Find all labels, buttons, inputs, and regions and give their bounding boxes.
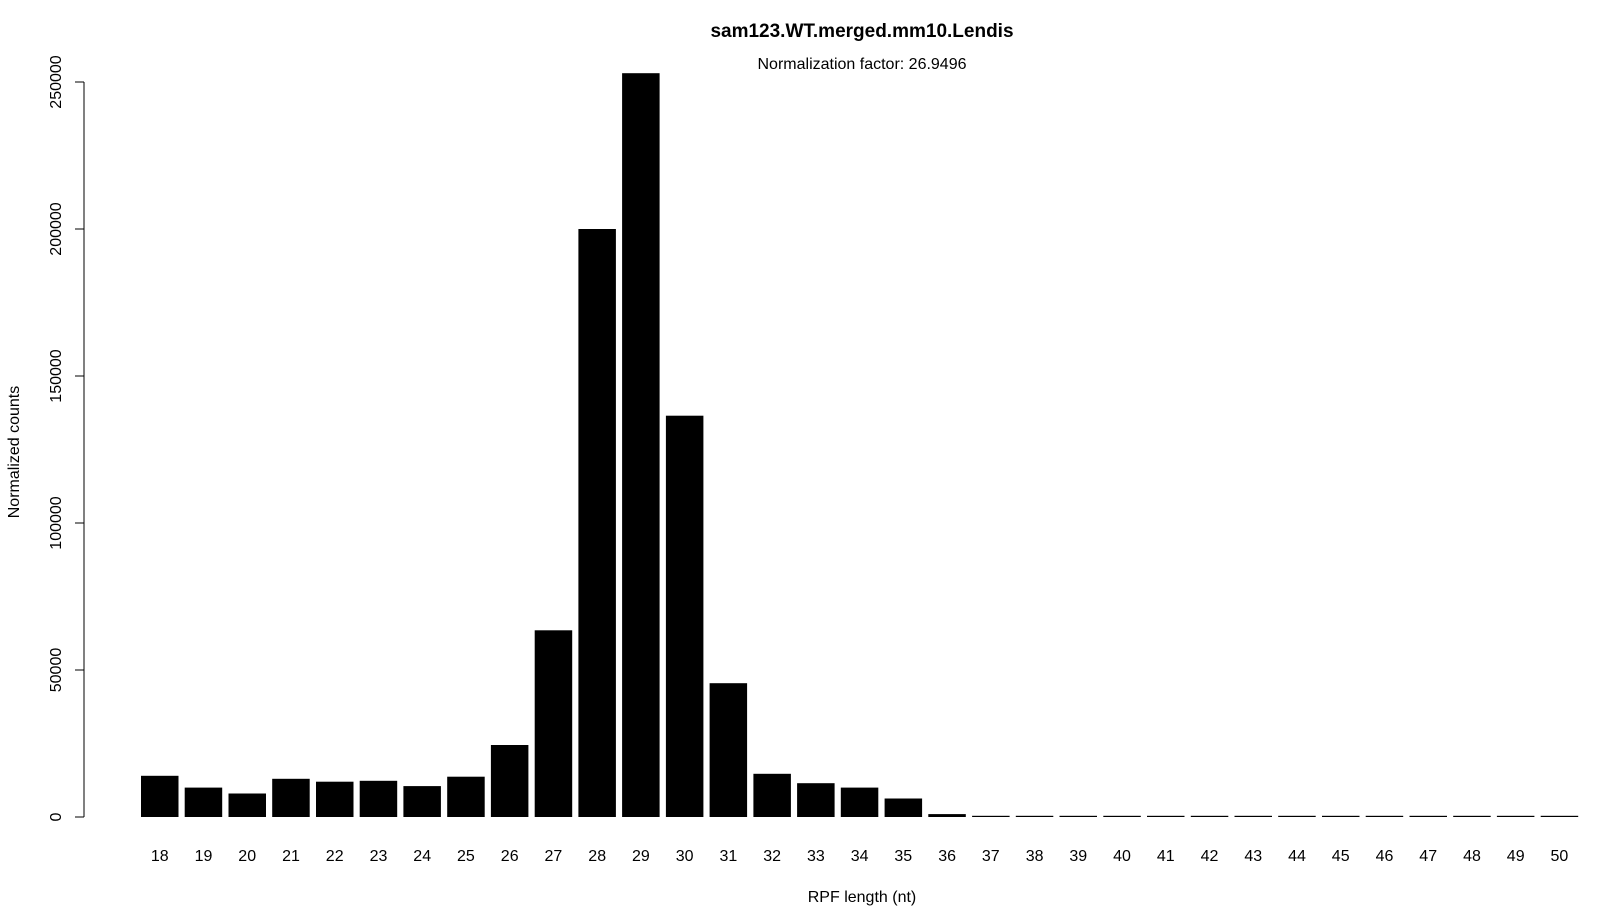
bar-27 — [534, 630, 573, 817]
x-tick-label: 20 — [238, 848, 256, 865]
x-tick-label: 43 — [1244, 848, 1262, 865]
bar-36 — [928, 814, 966, 817]
y-tick-label: 200000 — [48, 202, 65, 255]
x-tick-label: 27 — [545, 848, 563, 865]
bar-37 — [972, 815, 1010, 817]
bar-48 — [1453, 815, 1491, 817]
x-tick-label: 49 — [1507, 848, 1525, 865]
chart-title: sam123.WT.merged.mm10.Lendis — [710, 21, 1013, 42]
bar-30 — [665, 415, 704, 817]
y-tick-label: 100000 — [48, 496, 65, 549]
x-tick-label: 18 — [151, 848, 169, 865]
bar-38 — [1015, 815, 1054, 817]
x-tick-label: 36 — [938, 848, 956, 865]
x-axis-tick-labels: 18 19 20 21 22 23 24 25 26 27 28 29 30 31 32 33 34 35 36 37… — [151, 848, 1568, 865]
x-tick-label: 37 — [982, 848, 1000, 865]
x-tick-label: 28 — [588, 848, 606, 865]
y-tick-label: 150000 — [48, 349, 65, 402]
x-tick-label: 31 — [720, 848, 738, 865]
x-tick-label: 22 — [326, 848, 344, 865]
y-axis-label: Normalized counts — [6, 386, 23, 519]
bar-28 — [578, 229, 616, 817]
x-tick-label: 46 — [1376, 848, 1394, 865]
bar-31 — [709, 683, 748, 817]
x-tick-label: 26 — [501, 848, 519, 865]
x-tick-label: 32 — [763, 848, 781, 865]
x-tick-label: 47 — [1419, 848, 1437, 865]
bar-20 — [228, 793, 266, 817]
bar-47 — [1409, 815, 1447, 817]
bar-42 — [1190, 815, 1229, 817]
bar-46 — [1365, 815, 1404, 817]
x-tick-label: 24 — [413, 848, 431, 865]
x-axis-label: RPF length (nt) — [808, 889, 916, 906]
x-tick-label: 35 — [894, 848, 912, 865]
x-tick-label: 44 — [1288, 848, 1306, 865]
y-tick-label: 0 — [48, 812, 65, 821]
x-tick-label: 40 — [1113, 848, 1131, 865]
x-tick-label: 30 — [676, 848, 694, 865]
y-tick-label: 50000 — [48, 648, 65, 693]
y-axis: 0 50000 100000 150000 200000 250000 — [48, 55, 85, 821]
bar-21 — [272, 778, 310, 817]
bar-35 — [884, 798, 923, 817]
chart-subtitle: Normalization factor: 26.9496 — [758, 56, 967, 73]
bar-43 — [1234, 815, 1272, 817]
x-tick-label: 42 — [1201, 848, 1219, 865]
bar-50 — [1540, 815, 1579, 817]
x-tick-label: 19 — [195, 848, 213, 865]
x-tick-label: 50 — [1551, 848, 1569, 865]
bar-44 — [1278, 815, 1316, 817]
x-tick-label: 25 — [457, 848, 475, 865]
x-tick-label: 45 — [1332, 848, 1350, 865]
bars — [141, 73, 1579, 817]
x-tick-label: 29 — [632, 848, 650, 865]
bar-32 — [753, 773, 791, 817]
x-tick-label: 21 — [282, 848, 300, 865]
bar-26 — [490, 745, 529, 817]
bar-24 — [403, 786, 441, 817]
bar-18 — [141, 775, 179, 817]
bar-33 — [797, 783, 835, 817]
x-tick-label: 33 — [807, 848, 825, 865]
bar-39 — [1059, 815, 1097, 817]
bar-23 — [359, 780, 398, 817]
bar-41 — [1147, 815, 1185, 817]
bar-22 — [316, 781, 354, 817]
bar-45 — [1322, 815, 1360, 817]
y-tick-label: 250000 — [48, 55, 65, 108]
x-tick-label: 23 — [370, 848, 388, 865]
bar-34 — [840, 787, 879, 817]
x-tick-label: 41 — [1157, 848, 1175, 865]
x-tick-label: 48 — [1463, 848, 1481, 865]
bar-19 — [184, 787, 223, 817]
x-tick-label: 39 — [1069, 848, 1087, 865]
bar-29 — [622, 73, 660, 817]
x-tick-label: 34 — [851, 848, 869, 865]
x-tick-label: 38 — [1026, 848, 1044, 865]
bar-49 — [1496, 815, 1535, 817]
bar-25 — [447, 776, 485, 817]
bar-40 — [1103, 815, 1141, 817]
